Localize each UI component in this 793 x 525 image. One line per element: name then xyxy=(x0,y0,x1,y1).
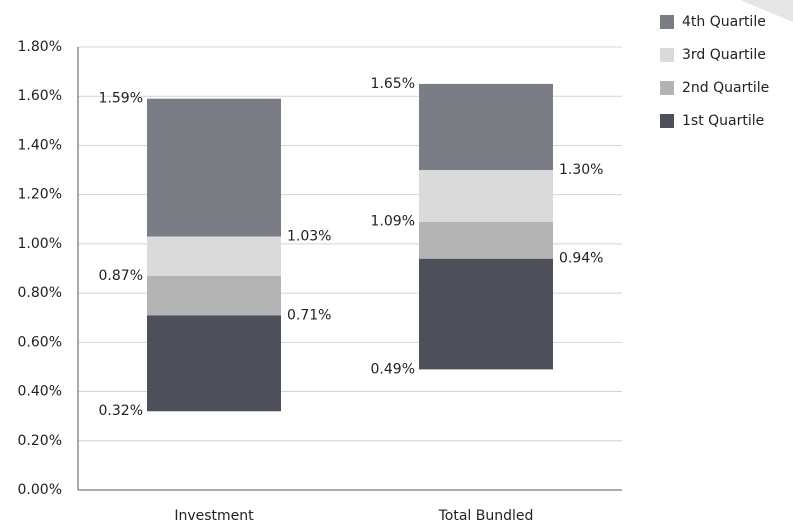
y-tick-label: 0.00% xyxy=(18,482,62,498)
bar-segment xyxy=(147,236,281,276)
bar-segment xyxy=(419,83,553,171)
legend-label: 2nd Quartile xyxy=(682,80,769,96)
y-tick-label: 0.80% xyxy=(18,285,62,301)
y-tick-label: 0.40% xyxy=(18,384,62,400)
y-tick-label: 0.20% xyxy=(18,433,62,449)
y-tick-label: 1.40% xyxy=(18,137,62,153)
y-tick-label: 1.80% xyxy=(18,39,62,55)
bar-segment xyxy=(419,221,553,259)
legend-swatch xyxy=(660,15,674,29)
value-label: 0.49% xyxy=(371,361,415,377)
legend-swatch xyxy=(660,81,674,95)
y-tick-label: 1.60% xyxy=(18,88,62,104)
value-label: 1.09% xyxy=(371,214,415,230)
value-label: 0.94% xyxy=(559,251,603,267)
y-tick-label: 1.00% xyxy=(18,236,62,252)
value-label: 1.03% xyxy=(287,229,331,245)
legend-swatch xyxy=(660,114,674,128)
value-label: 0.87% xyxy=(99,268,143,284)
legend-label: 3rd Quartile xyxy=(682,47,766,63)
value-label: 1.30% xyxy=(559,162,603,178)
value-label: 1.59% xyxy=(99,91,143,107)
value-label: 0.71% xyxy=(287,307,331,323)
legend-label: 1st Quartile xyxy=(682,113,764,129)
x-tick-label: Total Bundled xyxy=(438,508,534,524)
value-label: 1.65% xyxy=(371,76,415,92)
bar-segment xyxy=(147,98,281,237)
value-label: 0.32% xyxy=(99,403,143,419)
y-tick-label: 1.20% xyxy=(18,187,62,203)
bar-segment xyxy=(419,170,553,222)
bar-segment xyxy=(147,275,281,316)
bar-segment xyxy=(419,258,553,370)
y-tick-label: 0.60% xyxy=(18,334,62,350)
legend-swatch xyxy=(660,48,674,62)
legend-label: 4th Quartile xyxy=(682,14,766,30)
corner-decoration xyxy=(740,0,793,22)
bar-segment xyxy=(147,315,281,412)
x-tick-label: Investment xyxy=(174,508,254,524)
